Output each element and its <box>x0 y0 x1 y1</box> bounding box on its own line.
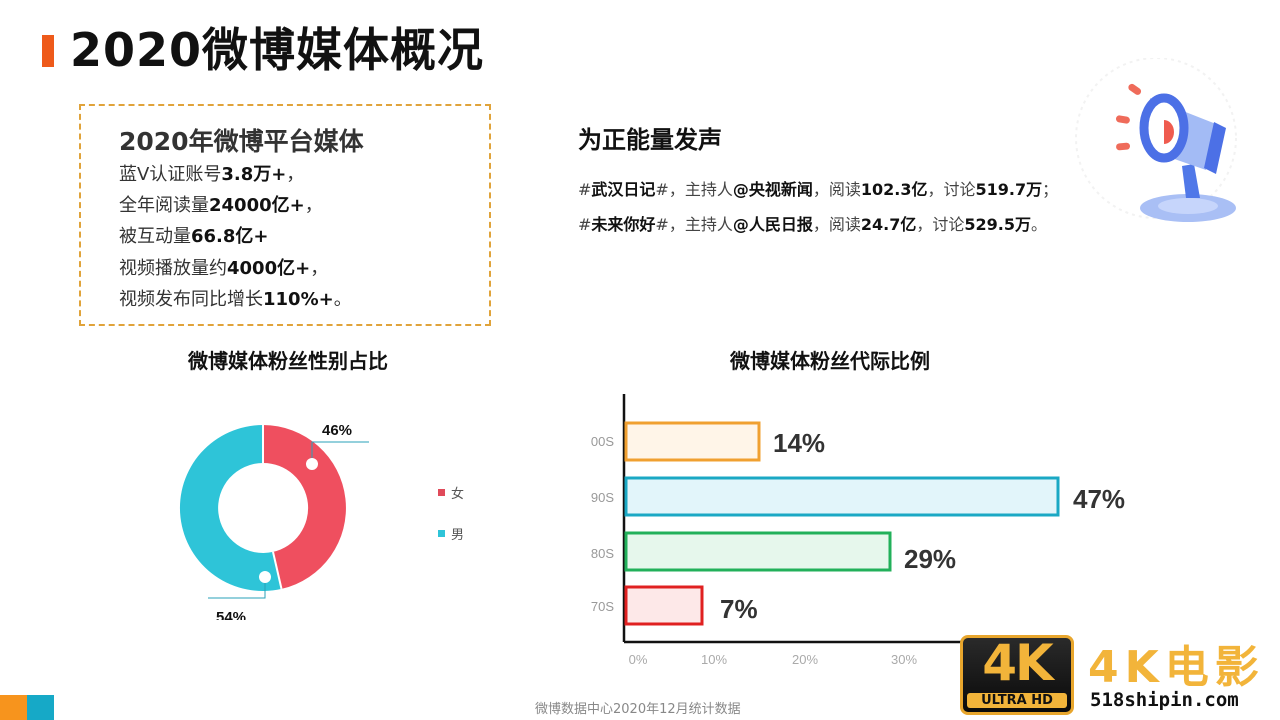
svg-text:10%: 10% <box>701 652 727 667</box>
summary-value: 24000亿+ <box>209 195 305 216</box>
label-female-pct: 46% <box>322 422 352 439</box>
summary-line: 被互动量66.8亿+ <box>119 224 269 250</box>
gender-chart-title: 微博媒体粉丝性别占比 <box>188 349 388 373</box>
host-name: @人民日报 <box>732 215 813 234</box>
svg-text:70S: 70S <box>591 599 614 614</box>
punct: 。 <box>333 289 352 310</box>
punct: ， <box>310 258 329 279</box>
topic-line: #未来你好#，主持人@人民日报，阅读24.7亿，讨论529.5万。 <box>578 215 1048 234</box>
summary-value: 66.8亿+ <box>191 226 269 247</box>
host-name: @央视新闻 <box>732 180 813 199</box>
watermark: 4K ULTRA HD 4K电影 518shipin.com <box>958 633 1278 720</box>
summary-label: 蓝V认证账号 <box>119 164 222 185</box>
label-male-pct: 54% <box>216 609 246 620</box>
read-count: 24.7亿 <box>860 215 917 234</box>
label: ，主持人 <box>668 180 733 199</box>
summary-label: 视频发布同比增长 <box>119 289 263 310</box>
summary-label: 视频播放量约 <box>119 258 227 279</box>
watermark-url: 518shipin.com <box>1090 689 1239 711</box>
megaphone-icon <box>1075 58 1237 222</box>
summary-box: 2020年微博平台媒体 蓝V认证账号3.8万+， 全年阅读量24000亿+， 被… <box>79 104 491 326</box>
topic-name: 未来你好 <box>591 215 656 234</box>
summary-line: 视频播放量约4000亿+， <box>119 256 328 282</box>
summary-line: 蓝V认证账号3.8万+， <box>119 162 304 188</box>
svg-text:80S: 80S <box>591 546 614 561</box>
title-accent-bar <box>42 35 54 67</box>
punct: ； <box>1042 180 1059 199</box>
summary-label: 被互动量 <box>119 226 191 247</box>
summary-line: 视频发布同比增长110%+。 <box>119 287 352 313</box>
donut-slice-male <box>179 425 282 591</box>
topic-name: 武汉日记 <box>591 180 656 199</box>
label: ，阅读 <box>812 180 861 199</box>
svg-text:7%: 7% <box>720 594 758 624</box>
summary-line: 全年阅读量24000亿+， <box>119 193 323 219</box>
summary-value: 3.8万+ <box>221 164 287 185</box>
svg-text:29%: 29% <box>904 544 956 574</box>
positive-voice-title: 为正能量发声 <box>578 126 722 154</box>
generation-chart-title: 微博媒体粉丝代际比例 <box>730 349 930 373</box>
svg-text:90S: 90S <box>591 490 614 505</box>
legend-label: 女 <box>451 487 465 502</box>
legend-item-male: 男 <box>438 524 464 543</box>
badge-4k-text: 4K <box>982 634 1054 692</box>
summary-heading: 2020年微博平台媒体 <box>119 127 364 156</box>
punct: ， <box>304 195 323 216</box>
summary-value: 110%+ <box>263 289 334 310</box>
legend-item-female: 女 <box>438 483 464 502</box>
footer-source: 微博数据中心2020年12月统计数据 <box>535 702 741 717</box>
topic-line: #武汉日记#，主持人@央视新闻，阅读102.3亿，讨论519.7万； <box>578 180 1059 199</box>
donut-slice-female <box>263 425 346 589</box>
footer-accent-orange <box>0 695 27 720</box>
svg-text:14%: 14% <box>773 428 825 458</box>
generation-bar-chart: 14% 00S 47% 90S 29% 80S 7% 70S 0% 10% 20… <box>591 394 1125 667</box>
label: ，阅读 <box>812 215 861 234</box>
gender-donut-chart: 46% 54% <box>179 422 369 620</box>
summary-label: 全年阅读量 <box>119 195 209 216</box>
svg-text:30%: 30% <box>891 652 917 667</box>
svg-text:47%: 47% <box>1073 484 1125 514</box>
label: ，主持人 <box>668 215 733 234</box>
svg-text:00S: 00S <box>591 434 614 449</box>
punct: ， <box>286 164 305 185</box>
legend-swatch <box>438 489 445 496</box>
summary-value: 4000亿+ <box>227 258 311 279</box>
discuss-count: 519.7万 <box>975 180 1043 199</box>
page-title: 2020微博媒体概况 <box>70 23 485 77</box>
label: ，讨论 <box>927 180 976 199</box>
legend-label: 男 <box>451 528 465 543</box>
watermark-brand: 4K电影 <box>1088 642 1265 693</box>
watermark-badge: 4K ULTRA HD <box>960 634 1074 715</box>
footer-accent-blue <box>27 695 54 720</box>
svg-text:0%: 0% <box>629 652 648 667</box>
badge-uhd-text: ULTRA HD <box>967 693 1067 708</box>
read-count: 102.3亿 <box>860 180 928 199</box>
svg-text:20%: 20% <box>792 652 818 667</box>
discuss-count: 529.5万 <box>964 215 1031 234</box>
punct: 。 <box>1031 215 1048 234</box>
label: ，讨论 <box>916 215 965 234</box>
legend-swatch <box>438 530 445 537</box>
